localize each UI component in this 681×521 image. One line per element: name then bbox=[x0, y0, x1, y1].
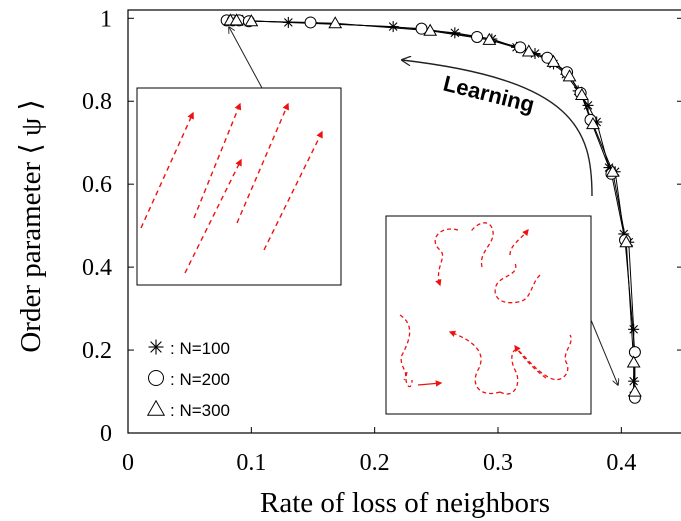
data-point-star bbox=[628, 375, 640, 387]
legend-marker-star bbox=[148, 339, 164, 355]
data-point-star bbox=[387, 21, 399, 33]
y-tick-label: 0.2 bbox=[82, 338, 112, 364]
data-point-star bbox=[449, 27, 461, 39]
data-point-triangle bbox=[574, 87, 589, 101]
plot-area bbox=[127, 9, 681, 434]
x-tick-label: 0 bbox=[122, 450, 134, 476]
y-tick-label: 1 bbox=[100, 6, 112, 32]
learning-annotation: Learning bbox=[441, 71, 537, 118]
y-tick-label: 0 bbox=[100, 421, 112, 447]
x-tick-label: 0.3 bbox=[483, 450, 513, 476]
data-point-triangle bbox=[423, 23, 438, 36]
data-point-circle bbox=[514, 41, 527, 54]
data-point-circle bbox=[471, 30, 484, 43]
data-point-circle bbox=[628, 346, 641, 359]
data-point-triangle bbox=[482, 32, 497, 45]
inset-ordered-motion bbox=[136, 87, 342, 286]
data-point-star bbox=[282, 16, 294, 28]
data-point-circle bbox=[304, 16, 317, 29]
x-axis-label: Rate of loss of neighbors bbox=[260, 487, 550, 519]
data-point-star bbox=[628, 323, 640, 335]
x-tick-label: 0.1 bbox=[236, 450, 266, 476]
data-point-triangle bbox=[521, 44, 536, 57]
data-point-triangle bbox=[586, 116, 600, 130]
series-markers bbox=[220, 13, 642, 404]
y-axis: 0 0.2 0.4 0.6 0.8 1 bbox=[82, 6, 681, 447]
legend-marker-triangle bbox=[146, 399, 166, 416]
data-point-circle bbox=[415, 22, 428, 35]
legend-label: : N=300 bbox=[170, 401, 230, 420]
data-point-triangle bbox=[626, 355, 641, 368]
data-point-triangle bbox=[328, 16, 343, 29]
inset-pointer-lower bbox=[590, 319, 618, 385]
y-tick-label: 0.4 bbox=[82, 255, 112, 281]
legend-label: : N=100 bbox=[170, 339, 230, 358]
data-point-triangle bbox=[546, 54, 561, 67]
x-tick-label: 0.2 bbox=[360, 450, 390, 476]
data-point-star bbox=[582, 99, 594, 111]
data-point-triangle bbox=[627, 384, 642, 397]
legend-marker-circle bbox=[148, 370, 164, 386]
y-tick-label: 0.8 bbox=[82, 89, 112, 115]
x-axis: 0 0.1 0.2 0.3 0.4 bbox=[122, 427, 636, 476]
data-point-triangle bbox=[562, 69, 577, 82]
inset-pointer-upper bbox=[229, 27, 263, 89]
y-tick-label: 0.6 bbox=[82, 172, 112, 198]
data-point-triangle bbox=[619, 235, 634, 248]
legend: : N=100 : N=200 : N=300 bbox=[146, 339, 230, 420]
legend-label: : N=200 bbox=[170, 370, 230, 389]
x-tick-label: 0.4 bbox=[606, 450, 636, 476]
inset-disordered-motion bbox=[385, 215, 592, 415]
data-point-triangle bbox=[605, 164, 620, 177]
data-point-triangle bbox=[229, 13, 244, 26]
y-axis-label: Order parameter ⟨ ψ ⟩ bbox=[15, 99, 47, 352]
learning-curve-arrow bbox=[402, 60, 593, 197]
data-point-triangle bbox=[244, 14, 259, 27]
